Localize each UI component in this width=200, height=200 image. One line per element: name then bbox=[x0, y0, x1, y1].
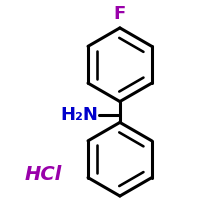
Text: H₂N: H₂N bbox=[60, 106, 98, 124]
Text: HCl: HCl bbox=[24, 165, 62, 184]
Text: F: F bbox=[114, 5, 126, 23]
